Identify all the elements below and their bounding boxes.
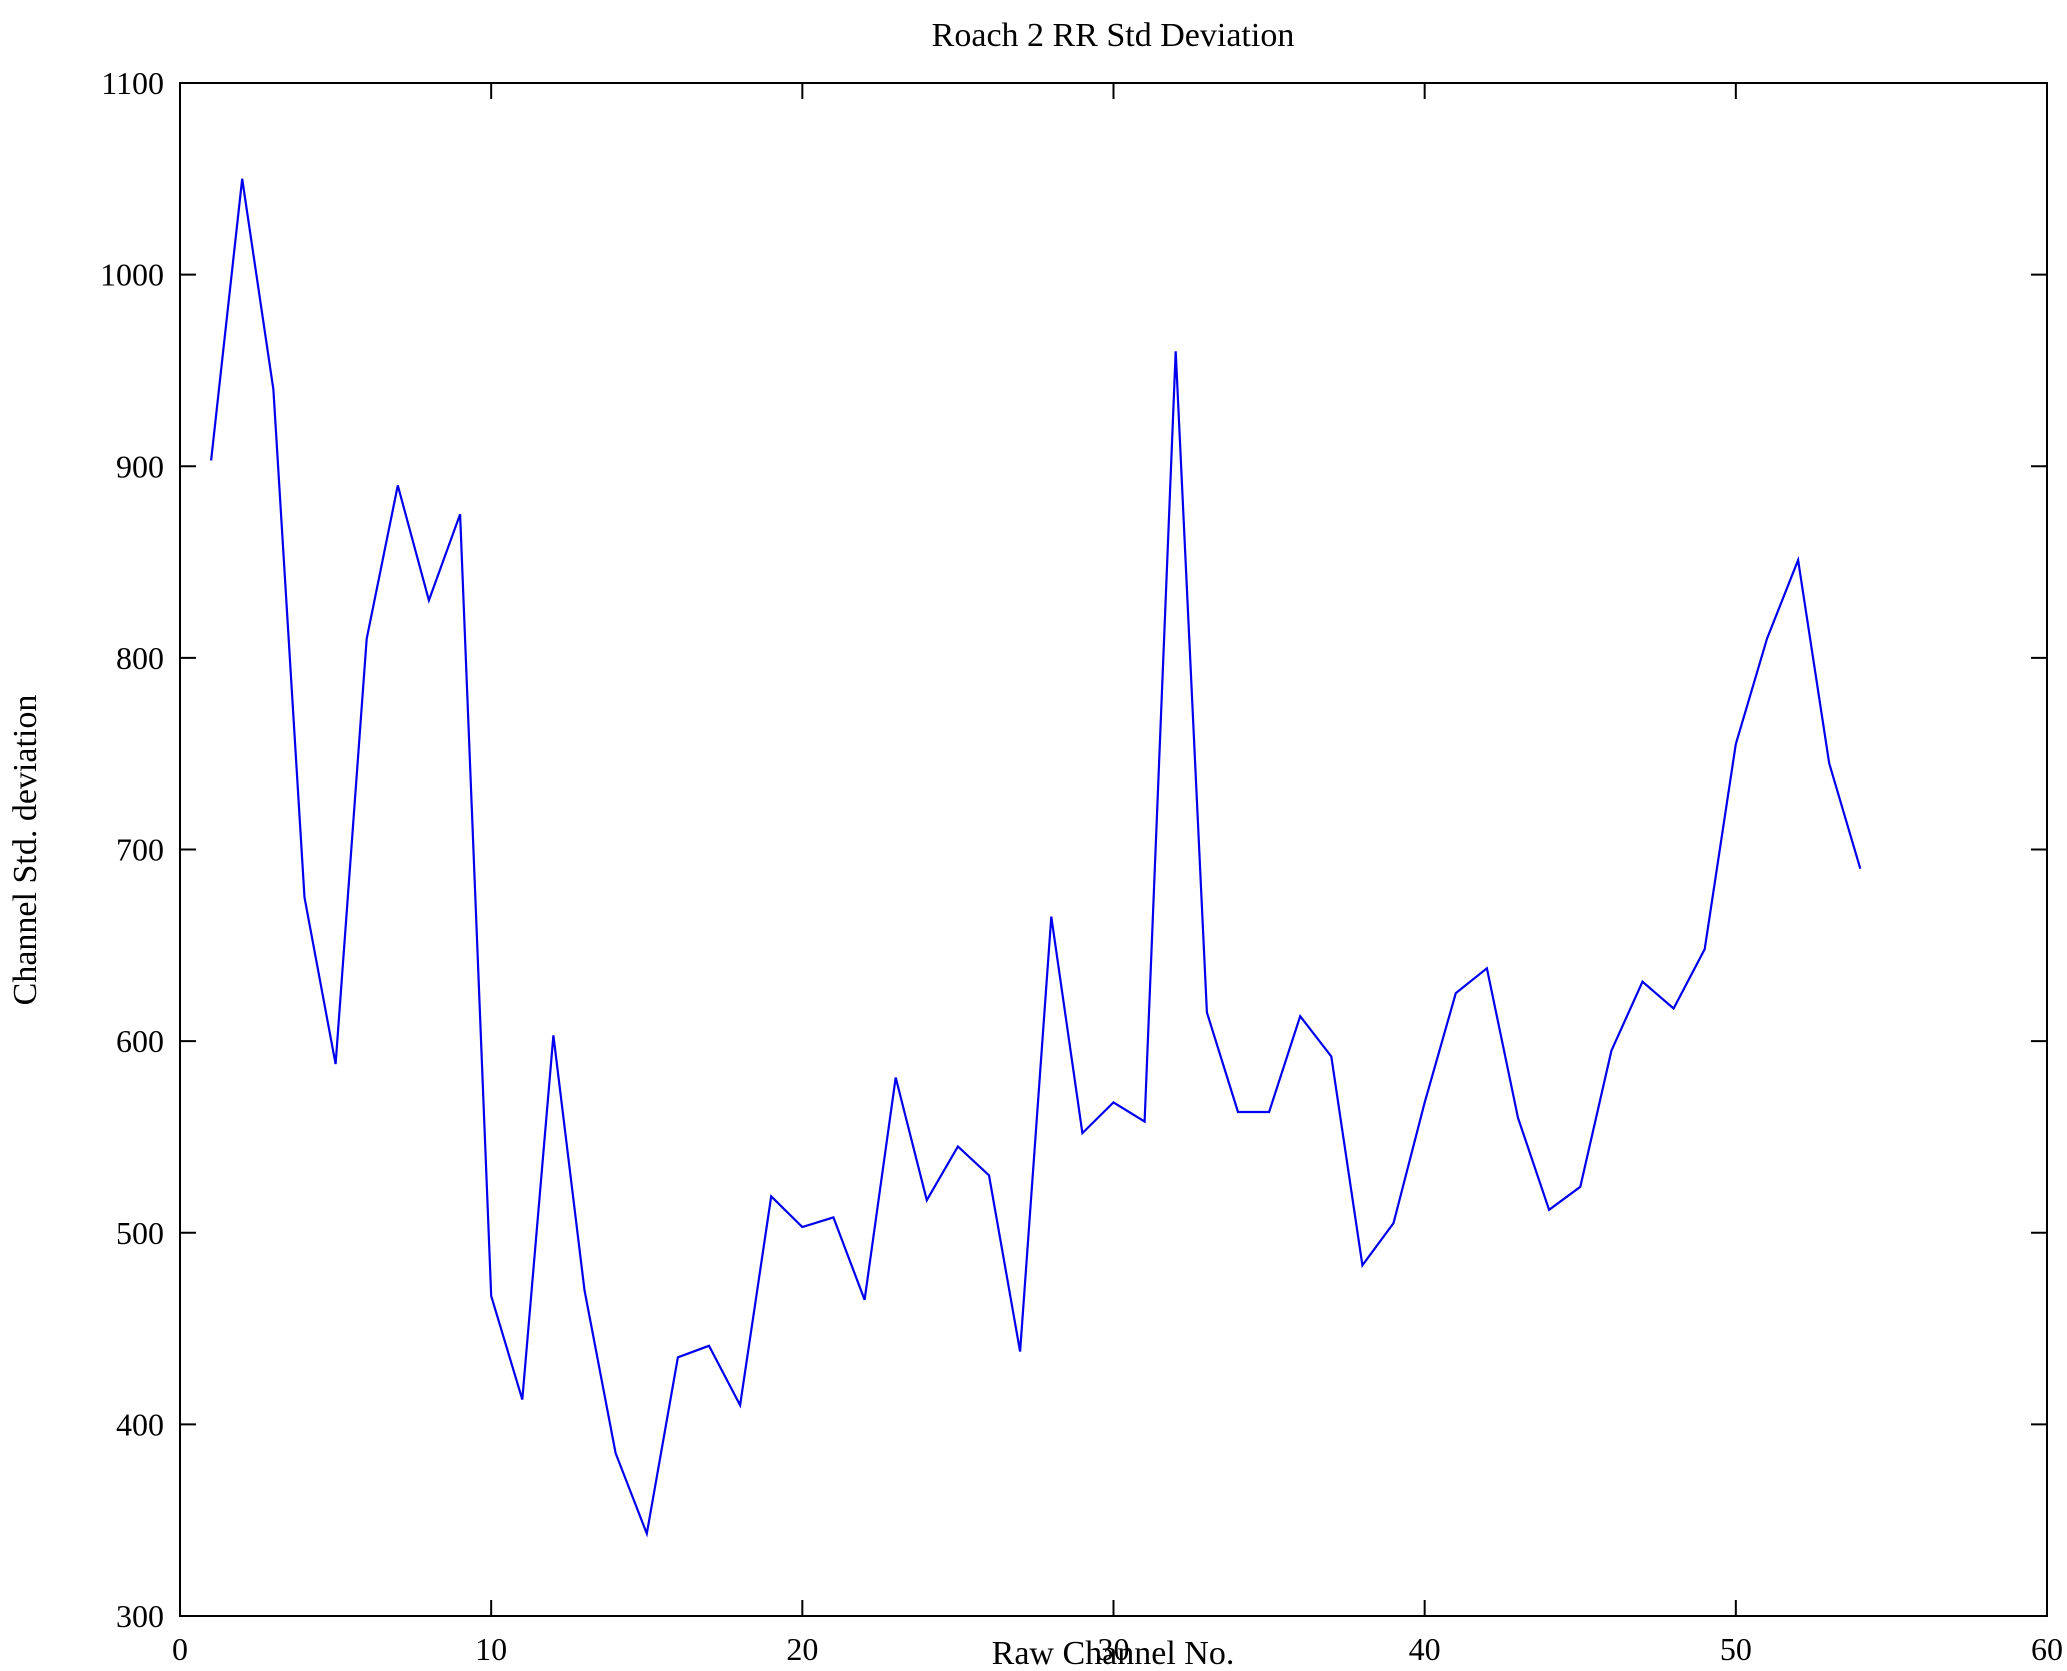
x-tick-label: 30 — [1098, 1631, 1130, 1667]
y-axis-label: Channel Std. deviation — [7, 695, 44, 1006]
y-tick-label: 1000 — [100, 257, 164, 293]
y-tick-label: 600 — [116, 1023, 164, 1059]
y-tick-label: 300 — [116, 1598, 164, 1634]
x-tick-label: 50 — [1720, 1631, 1752, 1667]
x-tick-label: 60 — [2031, 1631, 2063, 1667]
y-tick-label: 400 — [116, 1406, 164, 1442]
axis-ticks: 0 10 20 30 40 50 60 300 400 500 600 700 800 900 1000 11… — [100, 65, 2063, 1667]
y-tick-label: 900 — [116, 448, 164, 484]
y-tick-label: 700 — [116, 832, 164, 868]
y-tick-label: 800 — [116, 640, 164, 676]
x-tick-label: 10 — [475, 1631, 507, 1667]
x-tick-label: 0 — [172, 1631, 188, 1667]
y-tick-label: 1100 — [101, 65, 164, 101]
chart-title: Roach 2 RR Std Deviation — [932, 17, 1295, 54]
x-tick-label: 40 — [1409, 1631, 1441, 1667]
x-axis-label: Raw Channel No. — [992, 1635, 1235, 1671]
data-line — [210, 178, 1862, 1538]
y-tick-label: 500 — [116, 1215, 164, 1251]
plot-area — [179, 82, 2048, 1617]
x-tick-label: 20 — [786, 1631, 818, 1667]
